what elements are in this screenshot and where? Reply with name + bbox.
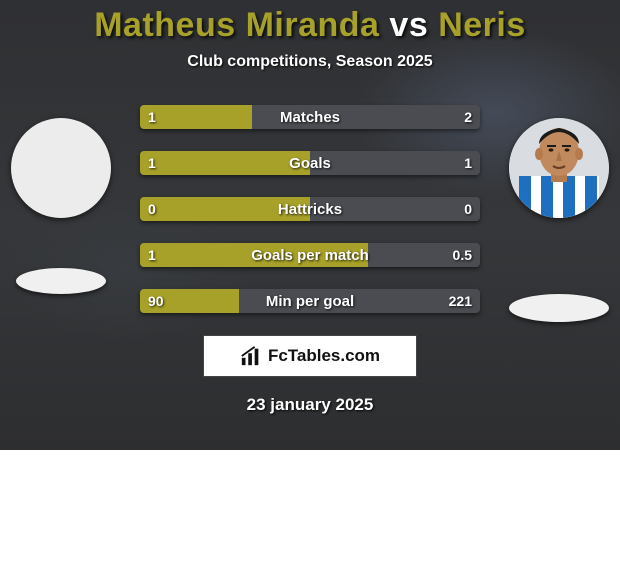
player2-club-badge bbox=[509, 294, 609, 322]
title-player1: Matheus Miranda bbox=[94, 6, 379, 44]
page-title: Matheus Miranda vs Neris bbox=[0, 0, 620, 45]
stat-fill-right bbox=[252, 105, 480, 129]
stat-fill-left bbox=[140, 197, 310, 221]
stat-value-left: 90 bbox=[140, 289, 172, 313]
left-player-column bbox=[6, 118, 116, 294]
stat-value-right: 0 bbox=[456, 197, 480, 221]
stat-value-right: 0.5 bbox=[445, 243, 480, 267]
brand-chart-icon bbox=[240, 345, 262, 367]
comparison-card: Matheus Miranda vs Neris Club competitio… bbox=[0, 0, 620, 450]
title-vs: vs bbox=[389, 6, 428, 44]
stat-row: 00Hattricks bbox=[140, 197, 480, 221]
player1-avatar bbox=[11, 118, 111, 218]
stat-value-left: 1 bbox=[140, 243, 164, 267]
stat-fill-left bbox=[140, 151, 310, 175]
player2-portrait-icon bbox=[509, 118, 609, 218]
right-player-column bbox=[504, 118, 614, 322]
stat-row: 11Goals bbox=[140, 151, 480, 175]
stat-value-right: 221 bbox=[441, 289, 480, 313]
stat-row: 10.5Goals per match bbox=[140, 243, 480, 267]
stat-row: 12Matches bbox=[140, 105, 480, 129]
stat-row: 90221Min per goal bbox=[140, 289, 480, 313]
brand-box: FcTables.com bbox=[203, 335, 417, 377]
stat-fill-left bbox=[140, 243, 368, 267]
brand-text: FcTables.com bbox=[268, 346, 380, 366]
player1-club-badge bbox=[16, 268, 106, 294]
stat-value-right: 1 bbox=[456, 151, 480, 175]
stat-fill-right bbox=[310, 151, 480, 175]
stat-value-right: 2 bbox=[456, 105, 480, 129]
stat-value-left: 1 bbox=[140, 151, 164, 175]
stat-value-left: 0 bbox=[140, 197, 164, 221]
stat-value-left: 1 bbox=[140, 105, 164, 129]
stat-bars: 12Matches11Goals00Hattricks10.5Goals per… bbox=[140, 105, 480, 313]
stat-fill-right bbox=[310, 197, 480, 221]
date-line: 23 january 2025 bbox=[0, 395, 620, 415]
subtitle: Club competitions, Season 2025 bbox=[0, 53, 620, 71]
player2-avatar bbox=[509, 118, 609, 218]
title-player2: Neris bbox=[438, 6, 526, 44]
